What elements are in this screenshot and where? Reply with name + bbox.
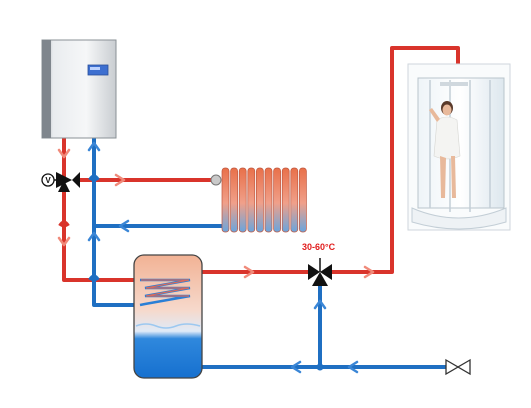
hot-pipes xyxy=(62,46,460,282)
pipe-crossovers xyxy=(58,174,100,282)
radiator-section xyxy=(230,167,238,233)
tank-coil-supply-pipe xyxy=(62,188,150,282)
radiator-section xyxy=(256,167,264,233)
arrow-down-icon xyxy=(57,148,71,159)
radiator-section xyxy=(281,167,290,233)
cold-pipes xyxy=(92,138,446,369)
arrow-right-icon xyxy=(114,173,126,187)
electric-boiler-icon xyxy=(41,39,117,139)
svg-text:V: V xyxy=(45,176,51,185)
arrow-up-icon xyxy=(87,231,101,242)
three-way-valve-icon: V xyxy=(41,172,80,192)
arrow-left-icon xyxy=(290,360,302,374)
thermostatic-mixing-valve-icon xyxy=(308,258,332,286)
arrow-down-icon xyxy=(57,236,71,247)
pipe-junction xyxy=(316,363,324,371)
radiator-icon xyxy=(210,167,307,233)
radiator-section xyxy=(264,167,273,233)
radiator-section xyxy=(221,167,230,233)
boiler-return-pipe xyxy=(92,138,150,307)
arrow-up-icon xyxy=(313,299,327,310)
mixing-temperature-label: 30-60°C xyxy=(302,242,336,252)
radiator-section xyxy=(247,167,256,233)
radiator-section xyxy=(299,167,307,233)
hot-flow-arrows xyxy=(57,148,375,279)
radiator-section xyxy=(290,167,299,233)
arrow-up-icon xyxy=(87,141,101,152)
arrow-right-icon xyxy=(363,265,375,279)
radiator-section xyxy=(238,167,247,233)
shower-cabin-icon xyxy=(407,63,511,231)
storage-tank-icon xyxy=(133,254,203,379)
shutoff-valve-icon xyxy=(445,358,471,376)
person-figure xyxy=(429,101,461,198)
cold-flow-arrows xyxy=(87,141,359,374)
arrow-left-icon xyxy=(118,219,130,233)
radiator-valve-knob xyxy=(210,174,222,186)
arrow-right-icon xyxy=(243,265,255,279)
radiator-section xyxy=(273,167,281,233)
arrow-left-icon xyxy=(347,360,359,374)
